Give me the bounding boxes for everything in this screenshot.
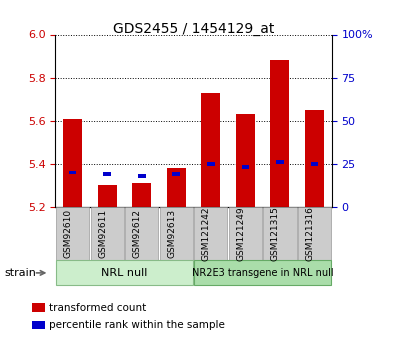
- Text: NRL null: NRL null: [101, 268, 148, 278]
- Text: transformed count: transformed count: [49, 303, 147, 313]
- Text: GSM121315: GSM121315: [271, 206, 280, 261]
- Text: GSM121242: GSM121242: [202, 207, 211, 261]
- Bar: [201, 93, 220, 207]
- Bar: [311, 162, 318, 166]
- Text: GSM121249: GSM121249: [236, 206, 245, 261]
- Bar: [207, 162, 214, 166]
- Bar: [138, 174, 145, 178]
- Text: GSM92613: GSM92613: [167, 209, 176, 258]
- Bar: [132, 183, 151, 207]
- Text: GSM92612: GSM92612: [133, 209, 142, 258]
- Bar: [63, 119, 82, 207]
- Text: GDS2455 / 1454129_at: GDS2455 / 1454129_at: [113, 22, 274, 37]
- Text: GSM92611: GSM92611: [98, 209, 107, 258]
- Bar: [276, 160, 284, 164]
- Bar: [236, 114, 255, 207]
- Bar: [305, 110, 324, 207]
- Text: GSM121316: GSM121316: [305, 206, 314, 261]
- Bar: [271, 60, 290, 207]
- Text: GSM92610: GSM92610: [64, 209, 73, 258]
- Bar: [173, 172, 180, 176]
- Bar: [69, 170, 76, 175]
- Bar: [167, 168, 186, 207]
- Bar: [103, 172, 111, 176]
- Text: NR2E3 transgene in NRL null: NR2E3 transgene in NRL null: [192, 268, 333, 278]
- Text: percentile rank within the sample: percentile rank within the sample: [49, 320, 225, 330]
- Bar: [242, 165, 249, 169]
- Text: strain: strain: [4, 268, 36, 278]
- Bar: [98, 186, 117, 207]
